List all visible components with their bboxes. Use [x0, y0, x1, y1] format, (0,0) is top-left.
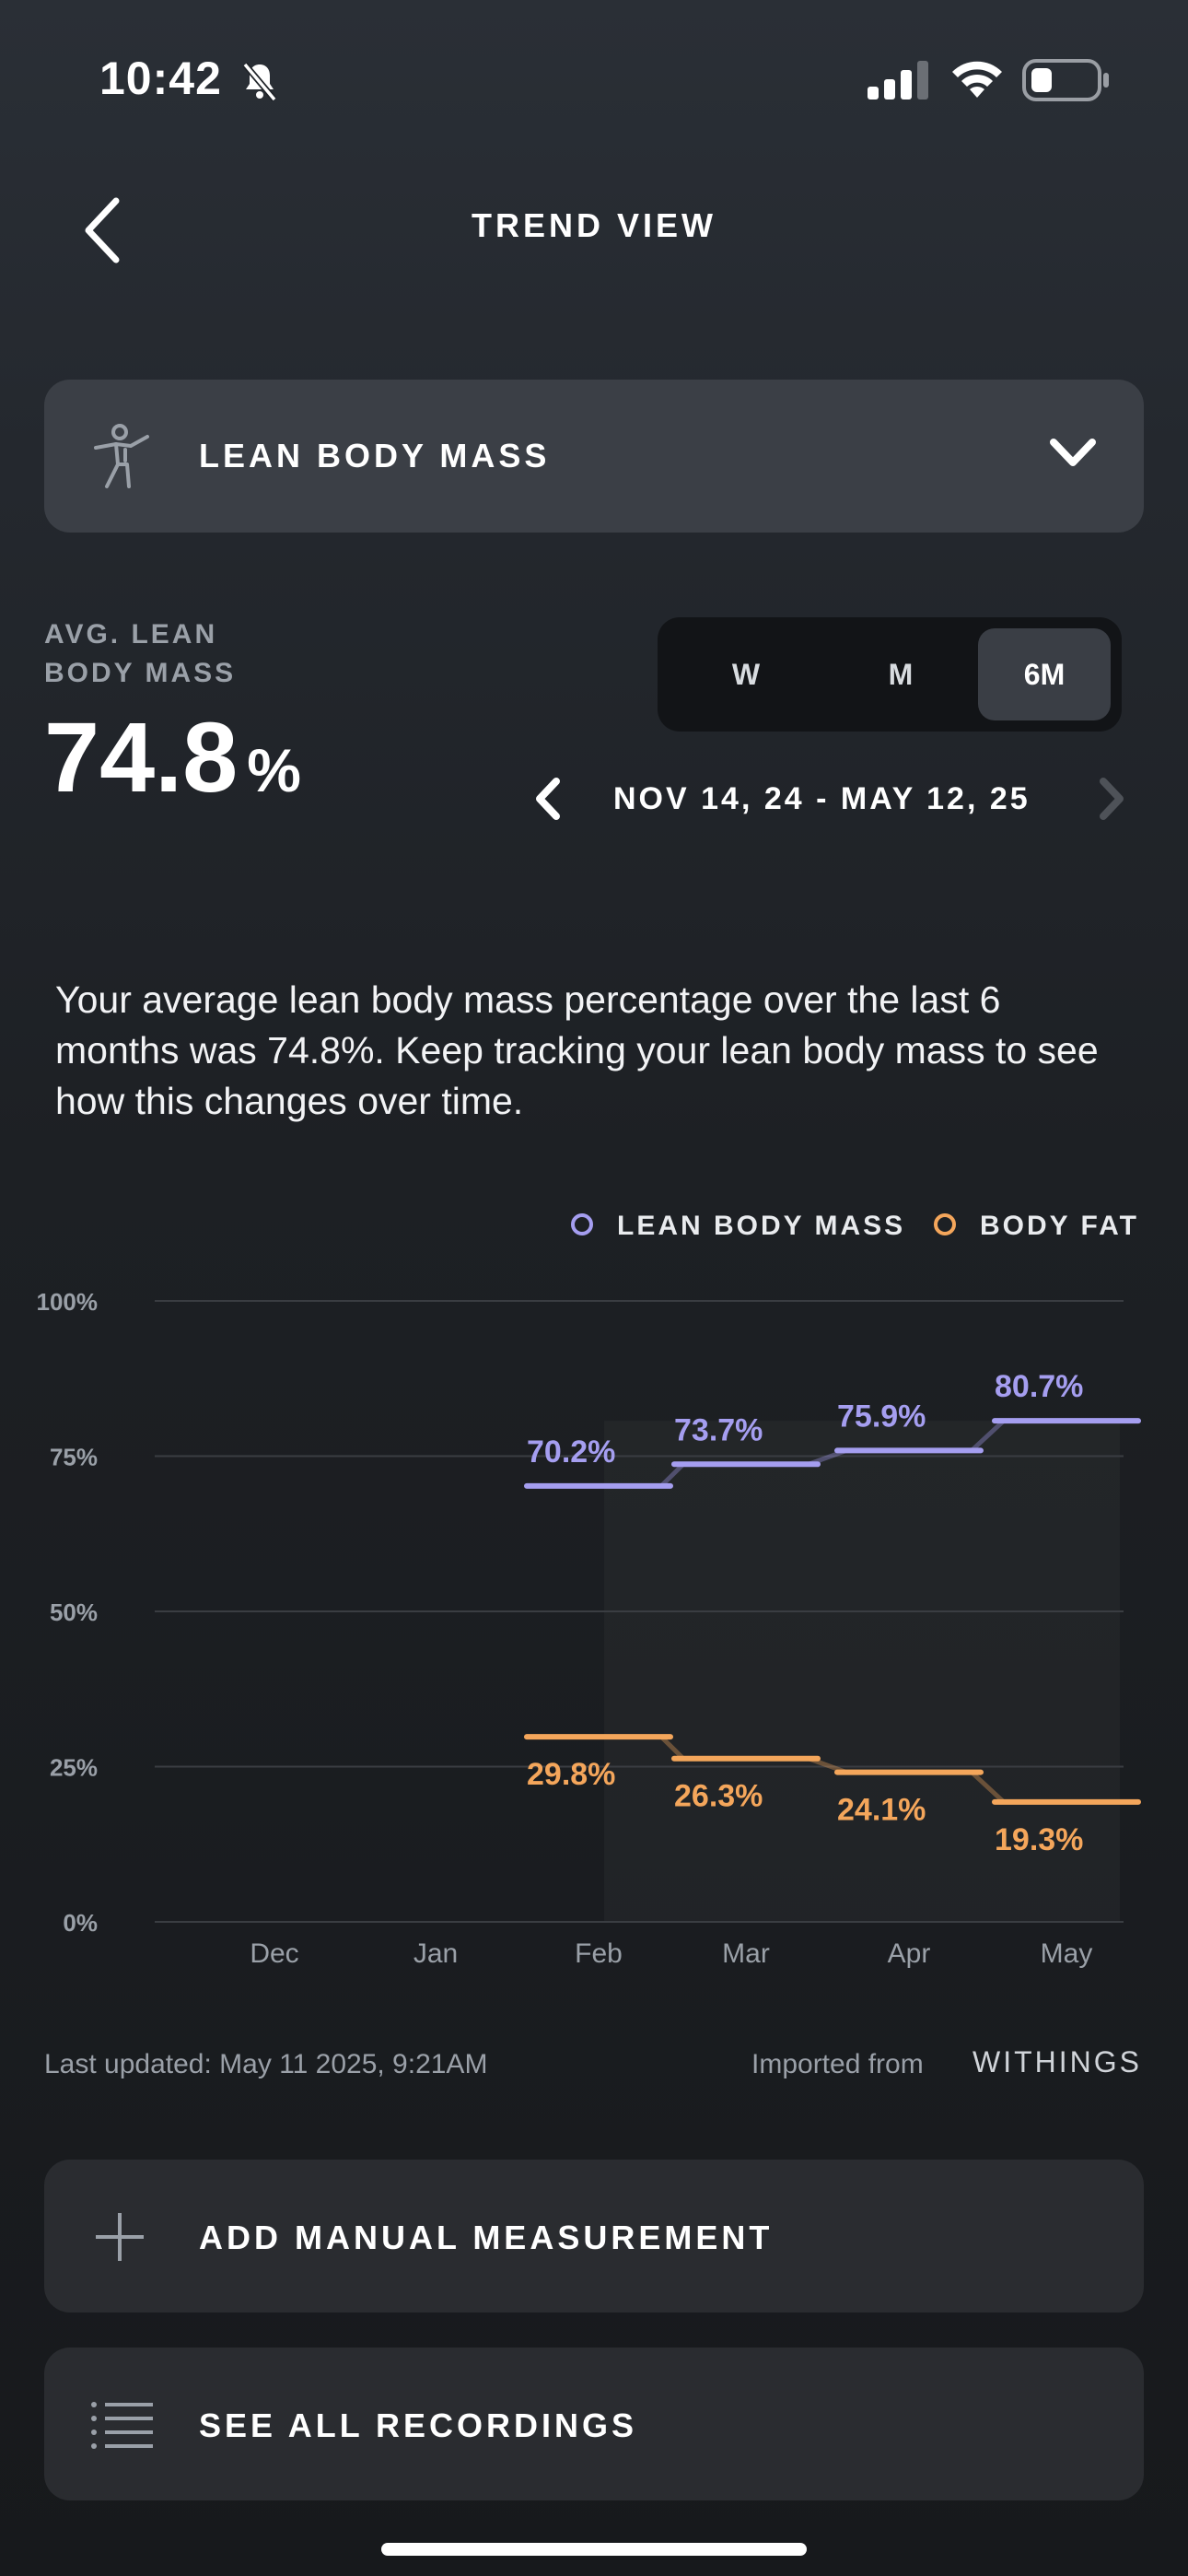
fat-avg-label: 29.8% — [527, 1757, 615, 1792]
next-range-icon[interactable] — [1092, 774, 1131, 824]
period-6m-button[interactable]: 6M — [978, 628, 1111, 720]
add-measurement-label: ADD MANUAL MEASUREMENT — [199, 2219, 774, 2256]
x-tick-label: Jan — [413, 1938, 458, 1969]
x-tick-label: Mar — [722, 1938, 770, 1969]
y-tick-label: 75% — [50, 1444, 98, 1471]
lean-avg-label: 75.9% — [837, 1399, 926, 1434]
legend-fat: BODY FAT — [934, 1211, 1139, 1242]
date-range: NOV 14, 24 - MAY 12, 25 — [613, 781, 1031, 816]
body-figure-icon — [94, 424, 149, 488]
y-tick-label: 0% — [63, 1909, 98, 1937]
avg-value-number: 74.8 — [44, 701, 239, 813]
add-measurement-button[interactable] — [44, 2160, 1144, 2313]
last-updated: Last updated: May 11 2025, 9:21AM — [44, 2049, 488, 2079]
home-indicator[interactable] — [381, 2543, 807, 2556]
lean-avg-label: 73.7% — [674, 1412, 763, 1447]
legend-lean-dot — [571, 1213, 593, 1236]
avg-label-line2: BODY MASS — [44, 658, 237, 688]
plus-icon — [96, 2213, 144, 2261]
legend-lean: LEAN BODY MASS — [571, 1211, 905, 1242]
x-tick-label: May — [1041, 1938, 1093, 1969]
imported-from-label: Imported from — [751, 2049, 924, 2079]
status-time: 10:42 — [99, 53, 222, 104]
avg-value: 74.8% — [44, 708, 301, 820]
trend-chart: 0% 25% 50% 75% 100% Dec Jan Feb Mar Apr May 70.2% 73… — [37, 1288, 1141, 1969]
wifi-icon — [952, 61, 1002, 98]
fat-avg-label: 24.1% — [837, 1793, 926, 1828]
previous-range-icon[interactable] — [529, 774, 567, 824]
metric-selector-label: LEAN BODY MASS — [199, 437, 551, 474]
legend-fat-dot — [934, 1213, 956, 1236]
x-tick-label: Dec — [250, 1938, 298, 1969]
fat-avg-label: 19.3% — [995, 1822, 1083, 1857]
battery-icon — [1022, 59, 1109, 101]
source-brand: WITHINGS — [973, 2045, 1142, 2078]
fat-trend-line — [536, 1734, 1129, 1805]
see-all-recordings-button[interactable] — [44, 2348, 1144, 2500]
legend-fat-label: BODY FAT — [980, 1211, 1139, 1241]
x-tick-label: Apr — [888, 1938, 931, 1969]
period-week-button[interactable]: W — [731, 657, 761, 691]
avg-label: AVG. LEAN BODY MASS — [44, 615, 236, 693]
metric-selector[interactable] — [44, 380, 1144, 533]
x-tick-label: Feb — [575, 1938, 623, 1969]
period-month-button[interactable]: M — [888, 657, 914, 691]
see-all-recordings-label: SEE ALL RECORDINGS — [199, 2406, 638, 2444]
lean-trend-line — [536, 1418, 1129, 1489]
back-chevron-icon[interactable] — [81, 195, 125, 265]
page-title: TREND VIEW — [471, 206, 716, 244]
lean-avg-label: 80.7% — [995, 1369, 1083, 1404]
avg-value-unit: % — [247, 736, 301, 804]
y-tick-label: 25% — [50, 1754, 98, 1782]
period-selector: W M 6M — [658, 617, 1122, 732]
avg-label-line1: AVG. LEAN — [44, 619, 218, 650]
silent-bell-icon — [242, 62, 277, 102]
y-tick-label: 100% — [37, 1288, 99, 1316]
cellular-signal-icon — [868, 61, 928, 100]
chevron-down-icon[interactable] — [1046, 435, 1100, 472]
trend-description: Your average lean body mass percentage o… — [55, 978, 1099, 1122]
legend-lean-label: LEAN BODY MASS — [617, 1211, 906, 1241]
y-tick-label: 50% — [50, 1598, 98, 1626]
fat-avg-label: 26.3% — [674, 1779, 763, 1814]
lean-avg-label: 70.2% — [527, 1434, 615, 1469]
list-icon — [91, 2402, 153, 2449]
